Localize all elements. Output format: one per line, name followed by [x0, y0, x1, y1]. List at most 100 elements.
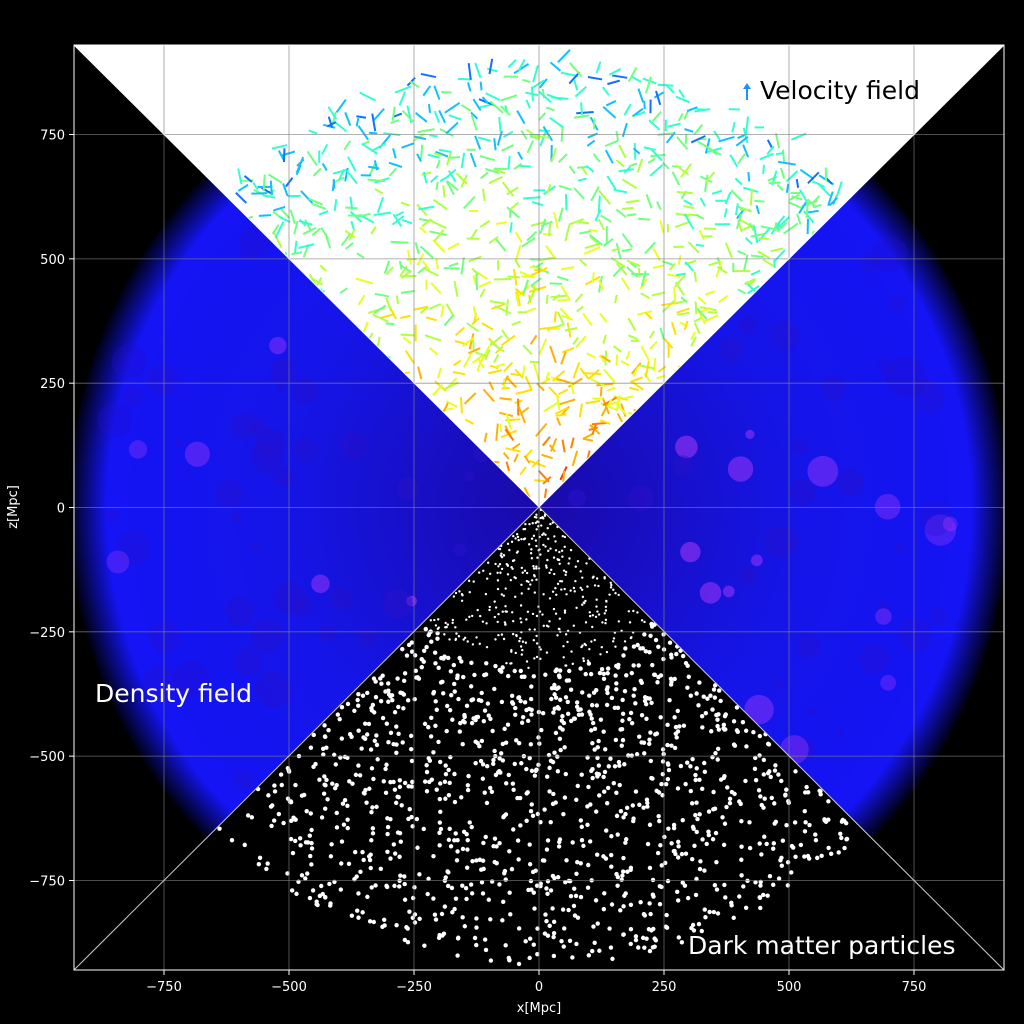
axis-ticks: −750 −500 −250 0 250 500 750−750−500−250025050… — [29, 129, 926, 995]
particle — [438, 759, 443, 765]
velocity-arrow — [432, 383, 444, 397]
particle — [605, 690, 610, 696]
particle — [710, 707, 715, 712]
particle — [397, 884, 402, 889]
particle — [629, 753, 634, 758]
velocity-arrow — [530, 79, 545, 90]
arrow-icon — [743, 83, 751, 100]
velocity-arrow — [506, 186, 519, 196]
velocity-arrow — [538, 91, 552, 103]
particle — [683, 781, 688, 787]
particle — [690, 824, 696, 830]
particle — [514, 576, 517, 580]
particle — [600, 646, 603, 649]
particle — [532, 906, 537, 911]
particle — [431, 896, 436, 901]
velocity-arrow — [531, 459, 541, 468]
particle — [621, 855, 626, 861]
particle — [521, 571, 524, 574]
particle — [591, 614, 595, 617]
velocity-arrow — [459, 397, 463, 414]
particle — [568, 893, 574, 899]
particle — [378, 866, 384, 871]
velocity-arrow — [585, 164, 595, 173]
particle — [556, 844, 562, 849]
particle — [703, 710, 709, 716]
particle — [385, 849, 390, 854]
particle — [713, 830, 719, 836]
velocity-arrow — [561, 347, 575, 354]
particle — [721, 842, 727, 848]
particle — [669, 841, 674, 846]
particle — [713, 751, 718, 756]
particle — [762, 796, 767, 801]
velocity-arrow — [633, 142, 637, 160]
particle — [398, 873, 403, 878]
particle — [484, 592, 488, 596]
particle — [525, 718, 531, 724]
velocity-arrow — [596, 382, 614, 387]
velocity-arrow — [615, 354, 619, 366]
velocity-arrow — [424, 334, 442, 342]
particle — [517, 538, 520, 542]
velocity-arrow — [587, 369, 600, 380]
velocity-arrow — [625, 199, 640, 204]
particle — [409, 640, 415, 645]
velocity-arrow — [711, 189, 723, 195]
velocity-arrow — [569, 62, 583, 78]
particle — [443, 633, 446, 636]
particle — [594, 809, 599, 814]
particle — [498, 562, 502, 566]
velocity-arrow — [550, 376, 562, 383]
particle — [525, 618, 528, 621]
particle — [365, 894, 370, 900]
particle — [642, 632, 647, 637]
particle — [467, 579, 471, 583]
particle — [409, 649, 415, 654]
particle — [525, 660, 529, 663]
particle — [647, 649, 652, 655]
particle — [563, 611, 567, 614]
particle — [394, 724, 399, 729]
particle — [822, 818, 827, 823]
velocity-arrow — [705, 171, 716, 183]
velocity-arrow — [651, 110, 662, 122]
velocity-arrow — [529, 360, 540, 364]
particle — [310, 888, 316, 893]
particle — [621, 815, 626, 820]
particle — [587, 693, 592, 698]
velocity-arrow — [539, 326, 556, 331]
velocity-arrow — [526, 230, 538, 242]
particle — [515, 532, 519, 536]
particle — [513, 705, 518, 711]
particle — [784, 823, 789, 828]
particle — [674, 735, 679, 740]
particle — [532, 564, 535, 568]
particle — [513, 559, 516, 562]
velocity-arrow — [806, 198, 817, 209]
particle — [497, 565, 500, 568]
particle — [426, 724, 431, 730]
velocity-arrow — [568, 218, 584, 226]
velocity-arrow — [499, 105, 511, 116]
particle — [581, 843, 586, 849]
density-blob — [104, 508, 120, 523]
y-tick-label: −750 — [29, 874, 65, 889]
particle — [592, 940, 597, 945]
velocity-arrow — [490, 341, 505, 353]
velocity-arrow — [513, 269, 518, 286]
particle — [371, 676, 377, 681]
particle — [299, 873, 305, 878]
velocity-arrow — [407, 249, 412, 265]
particle — [529, 684, 534, 689]
particle — [488, 605, 491, 609]
particle — [804, 784, 809, 790]
particle — [585, 885, 591, 890]
particle — [304, 808, 309, 814]
particle — [779, 863, 785, 868]
velocity-arrow — [835, 181, 843, 199]
particle — [683, 660, 689, 666]
particle — [384, 721, 390, 726]
velocity-arrow — [677, 112, 684, 122]
particle — [531, 522, 534, 525]
